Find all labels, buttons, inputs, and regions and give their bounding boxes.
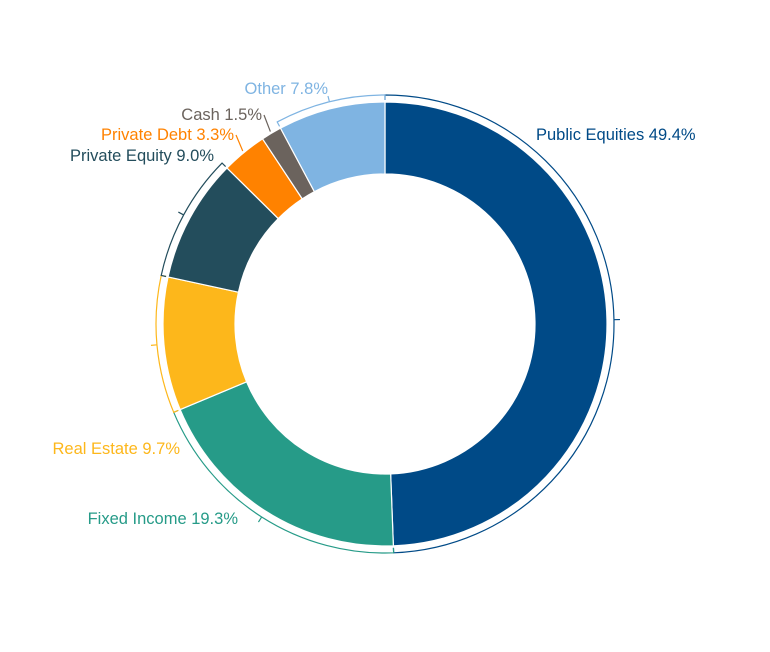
leader-lines-group [150, 94, 620, 554]
label-fixed-income: Fixed Income 19.3% [88, 510, 239, 528]
leader-public-equities [384, 94, 620, 554]
leader-private-debt [235, 134, 244, 152]
slices-group [162, 101, 608, 547]
leader-cash [263, 114, 271, 132]
label-other: Other 7.8% [245, 80, 329, 98]
leader-other [276, 94, 386, 127]
labels-group: Public Equities 49.4% Fixed Income 19.3% R… [53, 80, 696, 528]
label-real-estate: Real Estate 9.7% [53, 440, 181, 458]
label-private-equity: Private Equity 9.0% [70, 147, 214, 165]
slice-public-equities [384, 101, 608, 547]
label-public-equities: Public Equities 49.4% [536, 126, 696, 144]
leader-fixed-income [172, 409, 395, 554]
slice-other [279, 101, 386, 193]
leader-private-equity [160, 162, 227, 278]
leader-real-estate [150, 274, 179, 414]
label-private-debt: Private Debt 3.3% [101, 126, 234, 144]
label-cash: Cash 1.5% [181, 106, 262, 124]
